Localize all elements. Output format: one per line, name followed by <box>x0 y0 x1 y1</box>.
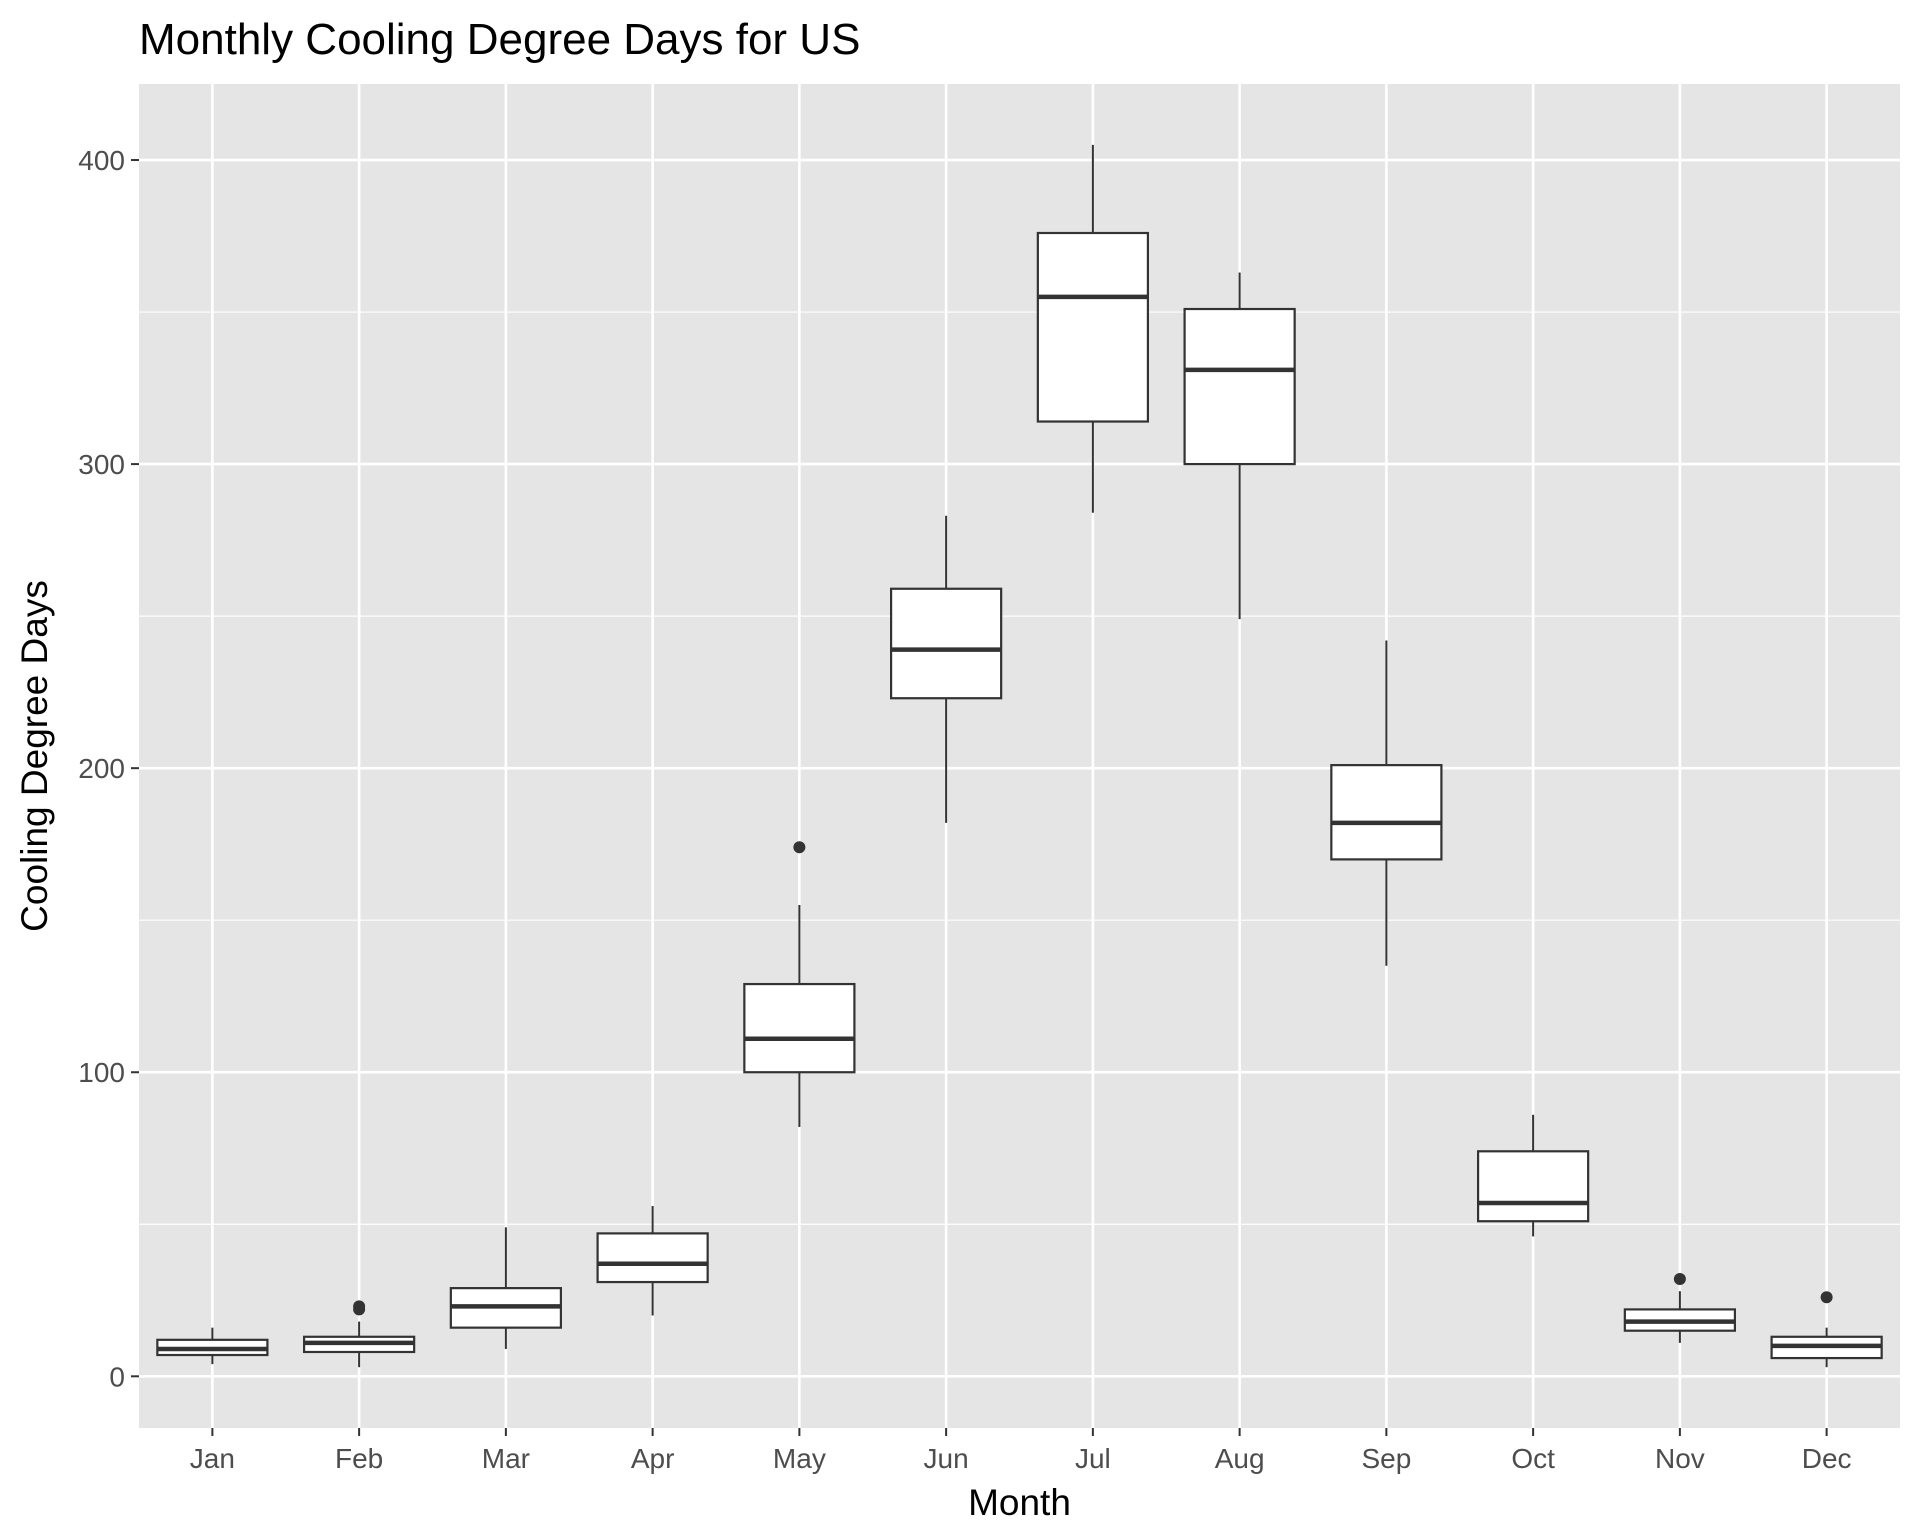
x-axis: Jan Feb Mar Apr May Jun Jul Aug Sep Oct Nov Dec <box>190 1428 1852 1474</box>
x-tick-label: Oct <box>1511 1443 1555 1474</box>
chart-title: Monthly Cooling Degree Days for US <box>139 15 860 64</box>
x-tick-label: Jan <box>190 1443 235 1474</box>
outlier-point <box>1820 1291 1833 1304</box>
x-tick-label: Jun <box>924 1443 969 1474</box>
box-feb <box>302 1300 416 1368</box>
x-tick-label: Feb <box>335 1443 383 1474</box>
x-tick-label: Dec <box>1802 1443 1852 1474</box>
x-tick-label: Nov <box>1655 1443 1705 1474</box>
x-tick-label: Sep <box>1361 1443 1411 1474</box>
x-tick-label: Apr <box>631 1443 675 1474</box>
box-iqr <box>1183 307 1296 466</box>
boxes <box>156 144 1883 1368</box>
outlier-point <box>1673 1273 1686 1286</box>
y-tick-label: 200 <box>78 753 125 784</box>
box-mar <box>449 1227 563 1349</box>
box-nov <box>1623 1273 1737 1343</box>
box-iqr <box>1036 231 1150 423</box>
panel-background <box>139 84 1900 1428</box>
box-jan <box>156 1327 269 1365</box>
box-may <box>743 841 856 1127</box>
box-oct <box>1476 1114 1590 1237</box>
y-axis: 0 100 200 300 400 <box>78 145 139 1392</box>
y-tick-label: 300 <box>78 449 125 480</box>
x-tick-label: May <box>773 1443 826 1474</box>
minor-gridlines <box>139 311 1900 1225</box>
x-axis-title: Month <box>968 1482 1071 1523</box>
box-iqr <box>743 982 856 1074</box>
box-iqr <box>1330 764 1443 861</box>
box-apr <box>596 1206 709 1316</box>
x-tick-label: Jul <box>1075 1443 1111 1474</box>
box-jul <box>1036 144 1150 513</box>
box-dec <box>1770 1291 1883 1368</box>
x-tick-label: Mar <box>482 1443 530 1474</box>
outlier-point <box>793 841 806 854</box>
x-tick-label: Aug <box>1215 1443 1265 1474</box>
y-tick-label: 400 <box>78 145 125 176</box>
box-aug <box>1183 272 1296 620</box>
y-tick-label: 0 <box>109 1361 125 1392</box>
box-iqr <box>889 587 1003 700</box>
box-sep <box>1330 640 1443 966</box>
box-iqr <box>1476 1150 1590 1223</box>
box-jun <box>889 515 1003 823</box>
y-tick-label: 100 <box>78 1057 125 1088</box>
box-iqr <box>596 1232 709 1284</box>
y-axis-title: Cooling Degree Days <box>14 580 55 932</box>
outlier-point <box>353 1300 366 1313</box>
